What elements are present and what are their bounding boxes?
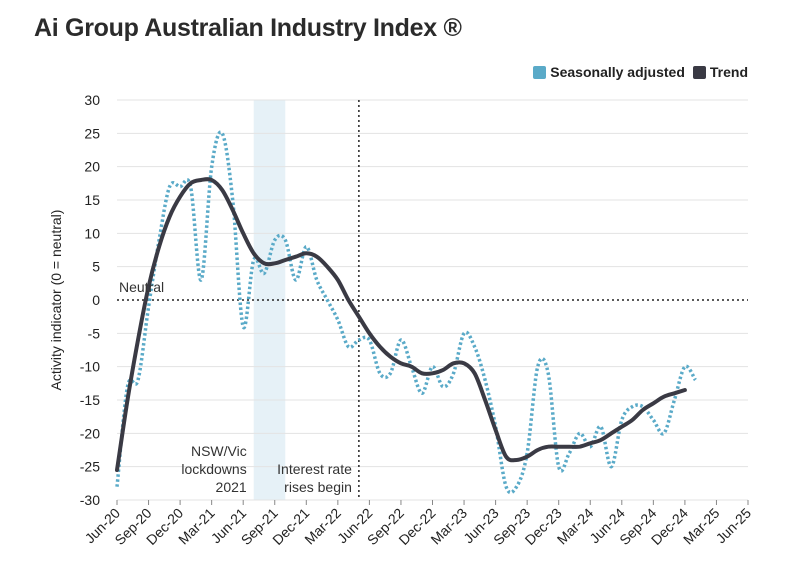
annotation-interest-rate: rises begin [284,479,352,495]
y-tick-label: -20 [80,425,100,441]
y-tick-label: 15 [84,192,100,208]
y-tick-label: 0 [92,292,100,308]
y-tick-label: 10 [84,225,100,241]
annotation-lockdowns: lockdowns [181,461,246,477]
x-tick-label: Mar-24 [554,505,597,548]
chart-title: Ai Group Australian Industry Index ® [34,14,462,42]
series-seasonally-adjusted [115,130,697,495]
annotation-neutral: Neutral [119,279,164,295]
x-tick-label: Jun-25 [713,505,755,547]
annotation-lockdowns: 2021 [216,479,247,495]
y-tick-label: 20 [84,159,100,175]
x-tick-label: Mar-23 [427,505,470,548]
annotation-interest-rate: Interest rate [277,461,352,477]
legend-item-trend: Trend [692,64,748,80]
x-tick-label: Mar-25 [680,505,723,548]
series-trend [115,177,687,472]
y-tick-label: 25 [84,125,100,141]
y-tick-label: 5 [92,259,100,275]
x-tick-label: Mar-22 [301,505,344,548]
legend-swatch-seasonally-adjusted [533,65,547,79]
annotation-lockdowns: NSW/Vic [191,443,247,459]
legend-item-seasonally-adjusted: Seasonally adjusted [533,64,685,80]
y-tick-label: -25 [80,459,100,475]
y-tick-label: -30 [80,492,100,508]
y-tick-label: -5 [88,325,101,341]
x-tick-label: Mar-21 [175,505,218,548]
legend-label-seasonally-adjusted: Seasonally adjusted [550,64,685,80]
y-tick-label: -10 [80,359,100,375]
y-tick-label: -15 [80,392,100,408]
legend-label-trend: Trend [709,64,748,80]
chart-legend: Seasonally adjusted Trend [525,64,748,80]
y-tick-label: 30 [84,92,100,108]
legend-swatch-trend [692,65,706,79]
